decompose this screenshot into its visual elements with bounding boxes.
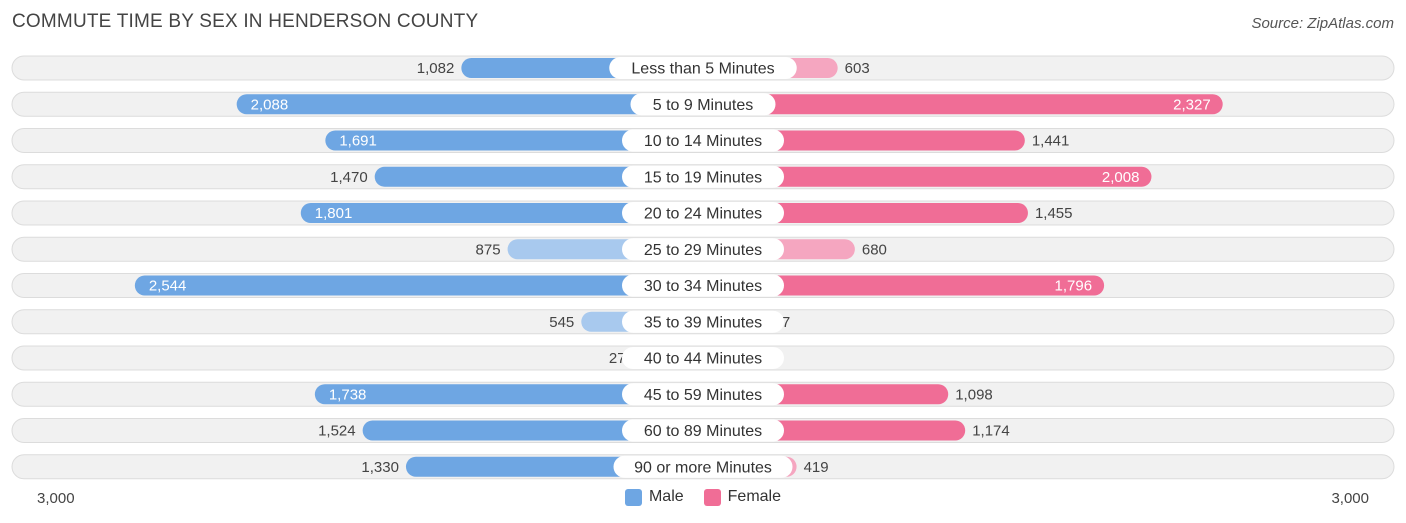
category-label: 40 to 44 Minutes xyxy=(644,351,762,368)
value-label-male: 1,330 xyxy=(361,459,399,476)
category-pill xyxy=(630,93,776,116)
category-label: 20 to 24 Minutes xyxy=(644,206,762,223)
category-pill xyxy=(622,202,784,224)
category-pill xyxy=(622,347,784,369)
bar-male xyxy=(300,203,703,223)
category-label: 60 to 89 Minutes xyxy=(644,423,762,440)
value-label-female: 1,098 xyxy=(955,386,993,403)
category-label: 45 to 59 Minutes xyxy=(644,387,762,404)
bar-male xyxy=(362,420,703,441)
value-label-female: 1,796 xyxy=(1055,278,1093,295)
legend-label-female: Female xyxy=(727,488,782,505)
category-pill xyxy=(622,274,784,297)
legend-label-male: Male xyxy=(648,488,684,505)
bar-male xyxy=(236,94,703,115)
bar-male xyxy=(374,166,703,187)
axis-max-label: 3,000 xyxy=(1331,490,1369,507)
bar-male xyxy=(325,130,703,151)
category-pill xyxy=(622,310,784,333)
category-pill xyxy=(609,57,797,79)
axis-min-label: 3,000 xyxy=(37,490,75,507)
value-label-male: 1,082 xyxy=(417,60,455,77)
category-pill xyxy=(613,455,793,478)
bar-male xyxy=(134,275,704,296)
value-label-male: 545 xyxy=(549,314,574,331)
value-label-male: 1,691 xyxy=(339,133,377,150)
value-label-female: 2,008 xyxy=(1102,169,1140,186)
category-label: 90 or more Minutes xyxy=(634,459,772,476)
value-label-female: 419 xyxy=(804,459,829,476)
category-label: 35 to 39 Minutes xyxy=(644,314,762,331)
bar-male xyxy=(314,384,703,405)
source-label: Source: ZipAtlas.com xyxy=(1251,15,1394,32)
category-pill xyxy=(622,165,784,188)
value-label-male: 1,524 xyxy=(318,423,356,440)
category-label: 30 to 34 Minutes xyxy=(644,278,762,295)
category-pill xyxy=(622,419,784,442)
category-pill xyxy=(622,129,784,152)
category-pill xyxy=(622,383,784,406)
value-label-female: 1,174 xyxy=(972,423,1010,440)
value-label-female: 1,441 xyxy=(1032,133,1070,150)
category-label: 5 to 9 Minutes xyxy=(653,97,754,114)
bar-female xyxy=(703,275,1105,296)
category-label: 15 to 19 Minutes xyxy=(644,169,762,186)
value-label-female: 680 xyxy=(862,241,887,258)
legend-item-male[interactable]: Male xyxy=(624,488,684,506)
category-label: Less than 5 Minutes xyxy=(631,61,774,78)
legend-item-female[interactable]: Female xyxy=(703,488,782,506)
value-label-female: 1,455 xyxy=(1035,205,1073,222)
category-label: 25 to 29 Minutes xyxy=(644,242,762,259)
value-label-female: 2,327 xyxy=(1173,96,1211,113)
category-label: 10 to 14 Minutes xyxy=(644,133,762,150)
value-label-male: 1,470 xyxy=(330,169,368,186)
legend-swatch-female xyxy=(703,488,721,506)
bar-female xyxy=(703,166,1152,187)
category-pill xyxy=(622,238,784,261)
value-label-female: 603 xyxy=(845,60,870,77)
value-label-male: 2,088 xyxy=(251,96,289,113)
value-label-male: 1,738 xyxy=(329,386,367,403)
legend: Male Female xyxy=(0,488,1406,506)
bar-female xyxy=(703,203,1028,223)
value-label-male: 1,801 xyxy=(315,205,353,222)
bar-female xyxy=(703,130,1025,151)
bar-female xyxy=(703,94,1223,115)
legend-swatch-male xyxy=(624,488,642,506)
value-label-male: 875 xyxy=(476,241,501,258)
chart-title: COMMUTE TIME BY SEX IN HENDERSON COUNTY xyxy=(12,11,479,32)
value-label-male: 2,544 xyxy=(149,278,187,295)
